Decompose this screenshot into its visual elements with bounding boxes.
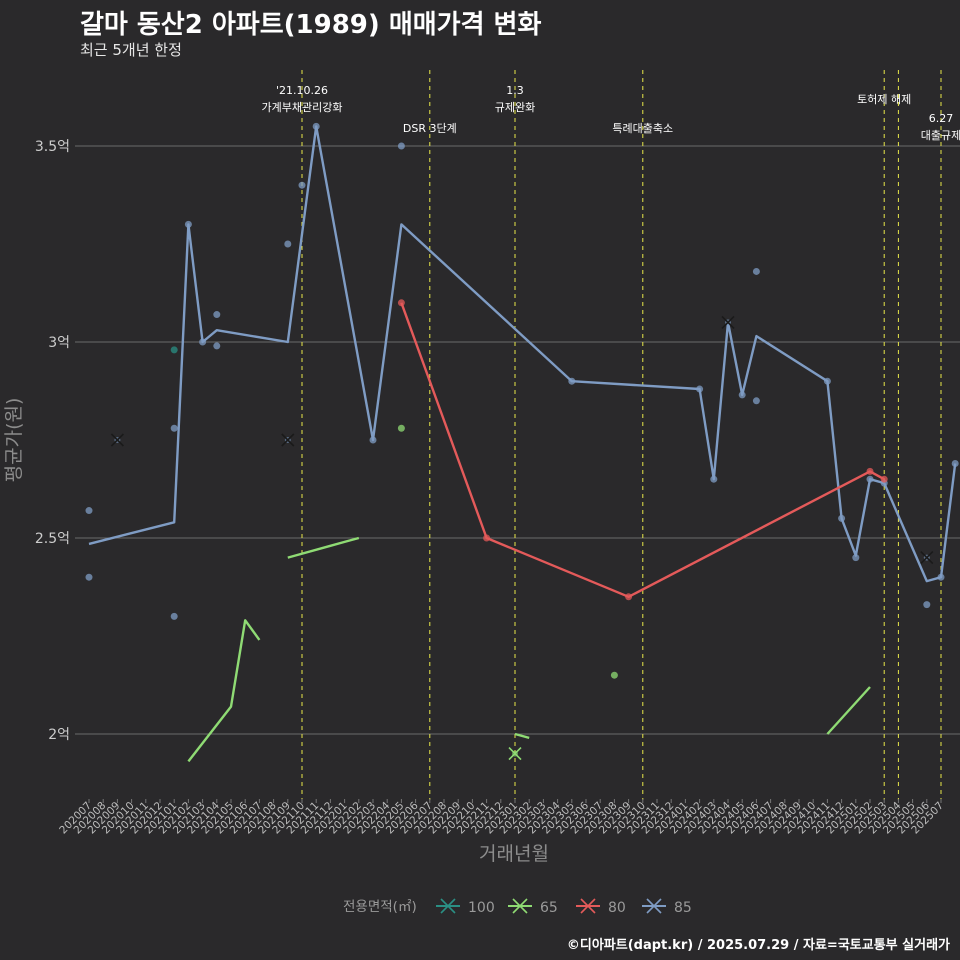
- chart-title: 갈마 동산2 아파트(1989) 매매가격 변화: [80, 10, 542, 40]
- event-label: DSR 3단계: [403, 122, 457, 135]
- data-point: [85, 507, 93, 515]
- cancelled-marker-stroke: [110, 433, 124, 447]
- data-point: [170, 424, 178, 432]
- cancelled-marker: [508, 747, 522, 761]
- data-point: [170, 346, 178, 354]
- data-point: [838, 514, 846, 522]
- source-caption: ©디아파트(dapt.kr) / 2025.07.29 / 자료=국토교통부 실…: [566, 938, 950, 953]
- data-point: [184, 220, 192, 228]
- legend-key-marker: [646, 898, 662, 914]
- series-80: [397, 299, 888, 601]
- data-point: [213, 342, 221, 350]
- data-point: [752, 397, 760, 405]
- legend-label: 65: [540, 900, 558, 916]
- data-point: [298, 181, 306, 189]
- data-point: [85, 573, 93, 581]
- data-point: [866, 467, 874, 475]
- data-point: [170, 612, 178, 620]
- event-label: 토허제 해제: [857, 92, 911, 106]
- data-point: [696, 385, 704, 393]
- legend-item: 85: [642, 898, 692, 916]
- series-85: [85, 122, 959, 620]
- data-point: [397, 424, 405, 432]
- data-point: [951, 460, 959, 468]
- event-label: 6.27: [929, 112, 954, 125]
- event-label: 대출규제: [921, 129, 960, 142]
- data-point: [710, 475, 718, 483]
- y-tick-label: 2억: [48, 727, 70, 743]
- data-point: [369, 436, 377, 444]
- legend-item: 100: [436, 898, 495, 916]
- cancelled-marker: [110, 433, 124, 447]
- cancelled-marker-stroke: [721, 315, 735, 329]
- y-axis-ticks: 2억 2.5억 3억 3.5억: [35, 139, 70, 743]
- grid-lines: [75, 145, 960, 735]
- series-line: [187, 619, 261, 763]
- y-tick-label: 2.5억: [35, 531, 70, 547]
- cancelled-marker-stroke: [281, 433, 295, 447]
- data-point: [738, 391, 746, 399]
- data-point: [752, 267, 760, 275]
- event-label: 규제완화: [495, 101, 535, 114]
- legend-key-marker: [512, 898, 528, 914]
- legend-label: 80: [608, 900, 626, 916]
- data-point: [937, 573, 945, 581]
- x-axis-title: 거래년월: [479, 843, 549, 865]
- cancelled-marker-stroke: [508, 747, 522, 761]
- event-label: 특례대출축소: [612, 122, 673, 135]
- data-point: [312, 122, 320, 130]
- event-label: 가계부채관리강화: [262, 101, 343, 114]
- event-label: 1.3: [506, 84, 524, 97]
- y-axis-title: 평균가(원): [3, 398, 25, 483]
- series-line: [514, 732, 530, 740]
- data-point: [923, 601, 931, 609]
- data-point: [866, 475, 874, 483]
- legend-item: 65: [508, 898, 558, 916]
- series-65: [187, 424, 871, 763]
- cancelled-marker: [721, 315, 735, 329]
- y-tick-label: 3.5억: [35, 139, 70, 155]
- cancelled-marker: [920, 551, 934, 565]
- data-point: [610, 671, 618, 679]
- data-point: [483, 534, 491, 542]
- series-layer: [85, 122, 959, 763]
- data-point: [568, 377, 576, 385]
- legend-label: 85: [674, 900, 692, 916]
- series-line: [287, 536, 360, 559]
- data-point: [213, 311, 221, 319]
- data-point: [852, 554, 860, 562]
- cancelled-marker-stroke: [920, 551, 934, 565]
- legend-title: 전용면적(㎡): [343, 899, 417, 915]
- chart-subtitle: 최근 5개년 한정: [80, 41, 182, 59]
- series-line: [826, 686, 871, 735]
- legend-label: 100: [468, 900, 495, 916]
- series-line: [88, 125, 957, 583]
- series-100: [170, 346, 178, 354]
- data-point: [625, 593, 633, 601]
- data-point: [880, 475, 888, 483]
- event-label: '21.10.26: [276, 84, 328, 97]
- data-point: [397, 299, 405, 307]
- legend-item: 80: [576, 898, 626, 916]
- data-point: [199, 338, 207, 346]
- legend-key-marker: [440, 898, 456, 914]
- y-tick-label: 3억: [48, 335, 70, 351]
- data-point: [284, 240, 292, 248]
- cancelled-marker: [281, 433, 295, 447]
- legend: 전용면적(㎡) 100 65 80 85: [343, 898, 692, 916]
- data-point: [823, 377, 831, 385]
- x-axis-ticks: 2020072020082020092020102020112020122021…: [57, 799, 946, 836]
- data-point: [397, 142, 405, 150]
- legend-key-marker: [580, 898, 596, 914]
